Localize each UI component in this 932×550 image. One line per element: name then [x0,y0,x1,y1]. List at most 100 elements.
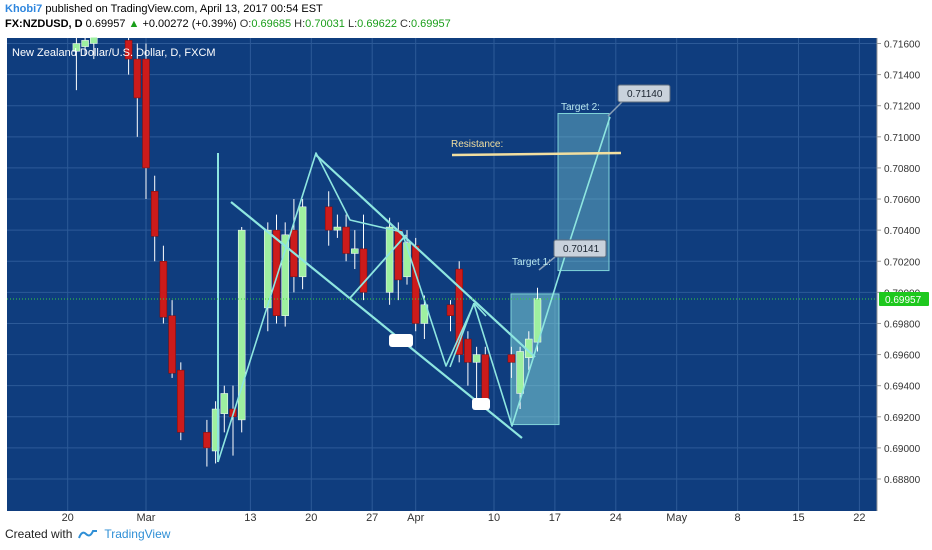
target2-label: Target 2: [561,102,600,113]
current-price-tag [879,292,929,307]
price-axis-background [877,34,932,524]
x-tick-label: Apr [407,512,424,524]
candle-bullish [81,40,89,47]
pattern-line [449,302,475,368]
candle-bearish [168,315,176,374]
candle-bullish [90,37,98,44]
target2-value: 0.71140 [627,89,663,100]
y-tick-label: 0.69600 [884,351,921,362]
target1-value-box [553,239,607,258]
x-tick-label: 22 [853,512,865,524]
resistance-line [451,151,622,157]
y-tick-label: 0.70400 [884,226,921,237]
x-tick-label: 20 [62,512,74,524]
candle-bearish [464,338,472,363]
candle-bearish [203,432,211,449]
candle-bullish [72,43,81,52]
close-label: C: [400,18,411,30]
annotation-labels: Resistance: Target 1: Target 2: 0.70141 0.71… [451,84,929,307]
low-value: 0.69622 [357,18,397,30]
open-label: O: [239,18,252,30]
symbol-info: FX:NZDUSD, D 0.69957 ▲ +0.00272 (+0.39%)… [5,18,451,30]
y-tick-label: 0.69200 [884,413,921,424]
y-tick-label: 0.70600 [884,195,921,206]
x-tick-label: May [666,512,687,524]
candle-bearish [133,58,142,99]
y-tick-label: 0.69800 [884,319,921,330]
pattern-line [473,302,487,317]
y-tick-label: 0.68800 [884,475,921,486]
author-name[interactable]: Khobi7 [5,3,43,15]
published-text: published on TradingView.com, April 13, … [45,3,323,15]
x-tick-label: 8 [735,512,741,524]
marker-box [472,398,490,410]
x-tick-label: 17 [549,512,561,524]
candle-bearish [177,369,185,433]
candle-bullish [516,351,524,394]
channel-upper-line [315,154,536,358]
candle-bullish [385,226,394,293]
wave-path [217,116,611,463]
pattern-line [349,234,407,299]
chart-title: New Zealand Dollar/U.S. Dollar, D, FXCM [12,47,216,59]
high-label: H: [294,18,306,30]
candle-bearish [159,261,168,318]
time-axis-background [0,511,877,525]
candle-bullish [333,226,342,231]
candle-bearish [142,58,150,169]
x-axis: 20 Mar 13 20 27 Apr 10 17 24 May 8 15 22 [62,512,866,524]
tradingview-link[interactable]: TradingView [104,527,171,541]
x-tick-label: 24 [610,512,622,524]
candle-bullish [211,408,220,452]
tradingview-logo-icon[interactable] [78,528,98,540]
y-tick-label: 0.71000 [884,133,921,144]
target1-label: Target 1: [512,257,551,268]
resistance-label: Resistance: [451,139,503,150]
last-price: 0.69957 [85,18,126,30]
marker-box [389,334,413,347]
created-with-text: Created with [5,527,73,541]
candle-bearish [411,245,420,324]
x-tick-label: 27 [366,512,378,524]
x-tick-label: 10 [488,512,500,524]
price-change: +0.00272 (+0.39%) [142,18,237,30]
symbol-label: FX:NZDUSD, D [5,18,83,30]
close-value: 0.69957 [411,18,451,30]
candle-bullish [237,229,246,421]
candle-bearish [359,248,368,293]
footer: Created with TradingView [5,527,170,541]
candles [72,31,542,467]
current-price-value: 0.69957 [885,295,922,306]
target2-value-box [617,84,671,103]
x-tick-label: 20 [305,512,317,524]
candle-bullish [264,229,272,309]
candle-bearish [507,354,516,363]
publish-info: Khobi7 published on TradingView.com, Apr… [5,3,323,15]
candle-bullish [220,393,229,414]
change-arrow-icon: ▲ [128,18,140,30]
pattern-drawings [7,95,877,463]
y-tick-label: 0.71600 [884,40,921,51]
y-tick-label: 0.71200 [884,102,921,113]
open-value: 0.69685 [251,18,292,30]
candle-bearish [446,304,455,316]
candle-bearish [394,229,403,281]
x-tick-label: 15 [792,512,804,524]
candle-bearish [150,191,159,237]
y-tick-label: 0.71400 [884,71,921,82]
x-tick-label: Mar [137,512,156,524]
callout-pointer [538,256,556,271]
candle-bullish [351,248,359,254]
candle-bearish [342,226,350,254]
candle-bearish [481,354,490,402]
y-tick-label: 0.69000 [884,444,921,455]
candle-bearish [272,229,281,316]
y-tick-label: 0.69400 [884,382,921,393]
target1-value: 0.70141 [563,244,600,255]
chart-background [7,38,877,511]
candle-bearish [324,206,333,231]
candle-bullish [420,304,429,324]
y-tick-label: 0.70200 [884,257,921,268]
